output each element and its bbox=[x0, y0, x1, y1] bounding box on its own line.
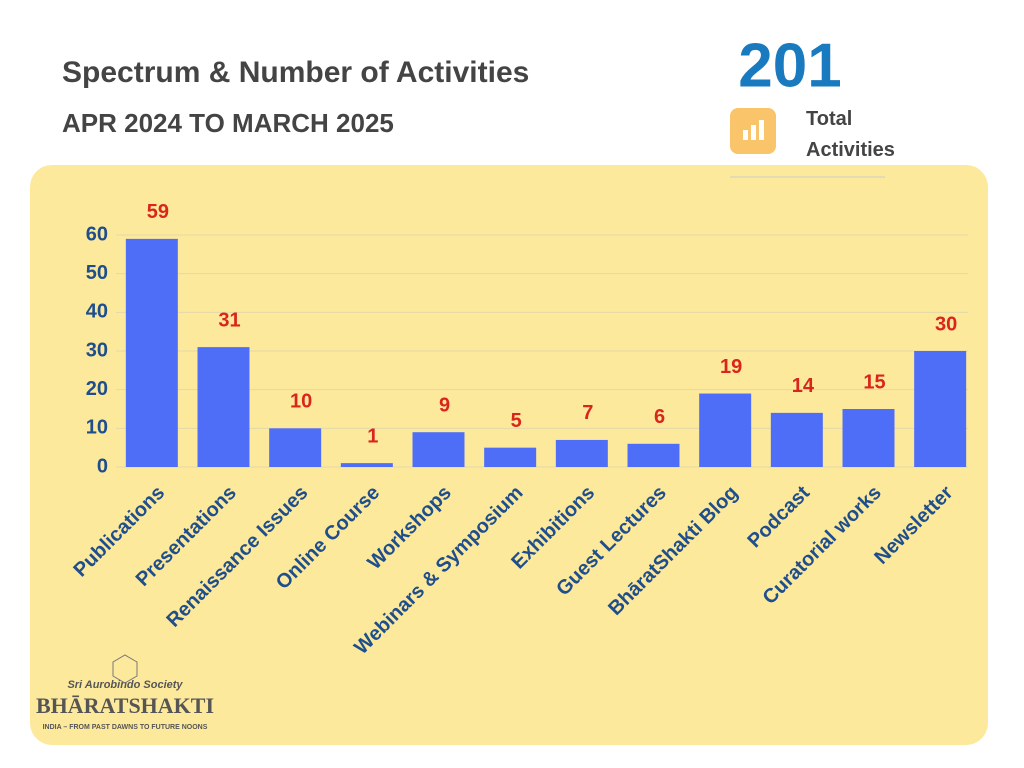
y-tick-label: 30 bbox=[86, 339, 108, 361]
data-label: 10 bbox=[290, 391, 312, 413]
total-value: 201 bbox=[738, 31, 841, 100]
icon-bar bbox=[743, 130, 748, 140]
total-label: Total Activities bbox=[806, 108, 895, 161]
y-tick-label: 50 bbox=[86, 262, 108, 284]
bar bbox=[412, 432, 465, 467]
bar bbox=[484, 447, 537, 467]
y-tick-label: 0 bbox=[97, 455, 108, 477]
logo-mark bbox=[112, 654, 138, 684]
bar bbox=[699, 393, 752, 467]
y-tick-label: 20 bbox=[86, 378, 108, 400]
data-label: 1 bbox=[367, 425, 378, 447]
data-label: 30 bbox=[935, 313, 957, 335]
y-tick-label: 60 bbox=[86, 223, 108, 245]
y-tick-label: 40 bbox=[86, 301, 108, 323]
data-label: 19 bbox=[720, 356, 742, 378]
chart-subtitle: APR 2024 TO MARCH 2025 bbox=[62, 108, 394, 138]
bar bbox=[340, 463, 393, 467]
data-label: 5 bbox=[511, 410, 522, 432]
bar bbox=[125, 238, 178, 467]
bar bbox=[914, 351, 967, 467]
y-tick-label: 10 bbox=[86, 417, 108, 439]
bar bbox=[269, 428, 322, 467]
data-label: 9 bbox=[439, 394, 450, 416]
bar bbox=[842, 409, 895, 467]
bar bbox=[555, 439, 608, 467]
bar bbox=[770, 412, 823, 467]
data-label: 14 bbox=[792, 375, 815, 397]
icon-bar bbox=[759, 120, 764, 140]
data-label: 15 bbox=[863, 371, 885, 393]
logo-tagline: Sri Aurobindo Society bbox=[67, 679, 183, 691]
data-label: 31 bbox=[218, 309, 240, 331]
bar bbox=[197, 347, 250, 467]
logo-name: BHĀRATSHAKTI bbox=[36, 693, 214, 718]
data-label: 6 bbox=[654, 406, 665, 428]
logo-motto: INDIA – FROM PAST DAWNS TO FUTURE NOONS bbox=[43, 724, 208, 731]
data-label: 59 bbox=[147, 201, 169, 223]
icon-bar bbox=[751, 125, 756, 140]
bar bbox=[627, 443, 680, 467]
data-label: 7 bbox=[582, 402, 593, 424]
chart-title: Spectrum & Number of Activities bbox=[62, 56, 530, 89]
